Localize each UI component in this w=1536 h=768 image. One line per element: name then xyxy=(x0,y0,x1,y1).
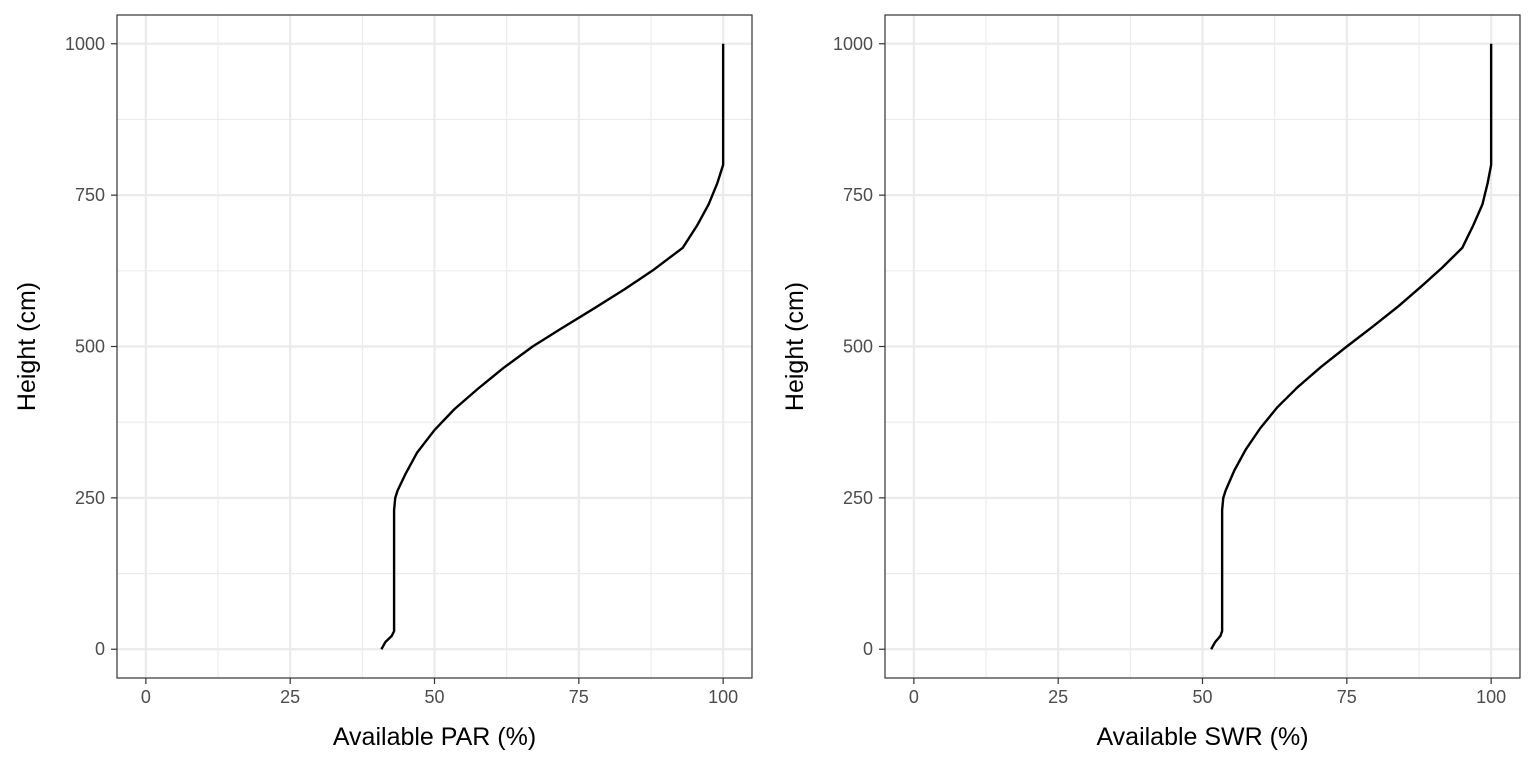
y-axis-title: Height (cm) xyxy=(781,282,809,411)
series-line xyxy=(380,43,725,650)
y-tick-label: 250 xyxy=(843,488,873,508)
y-tick-label: 750 xyxy=(843,185,873,205)
y-tick-label: 1000 xyxy=(833,34,873,54)
y-tick-label: 500 xyxy=(843,337,873,357)
x-axis-title: Available PAR (%) xyxy=(333,723,536,751)
x-tick-label: 50 xyxy=(1192,687,1212,707)
y-tick-label: 1000 xyxy=(65,34,105,54)
x-tick-label: 100 xyxy=(1476,687,1506,707)
x-tick-label: 25 xyxy=(280,687,300,707)
x-tick-label: 75 xyxy=(569,687,589,707)
series-line xyxy=(1210,43,1493,650)
x-tick-label: 75 xyxy=(1337,687,1357,707)
y-tick-label: 750 xyxy=(75,185,105,205)
x-tick-label: 100 xyxy=(708,687,738,707)
y-tick-label: 0 xyxy=(863,639,873,659)
x-tick-label: 0 xyxy=(141,687,151,707)
y-axis-title: Height (cm) xyxy=(13,282,41,411)
x-tick-label: 50 xyxy=(424,687,444,707)
x-axis-title: Available SWR (%) xyxy=(1096,723,1308,751)
x-tick-label: 0 xyxy=(909,687,919,707)
y-tick-label: 250 xyxy=(75,488,105,508)
y-tick-label: 0 xyxy=(95,639,105,659)
y-tick-label: 500 xyxy=(75,337,105,357)
x-tick-label: 25 xyxy=(1048,687,1068,707)
